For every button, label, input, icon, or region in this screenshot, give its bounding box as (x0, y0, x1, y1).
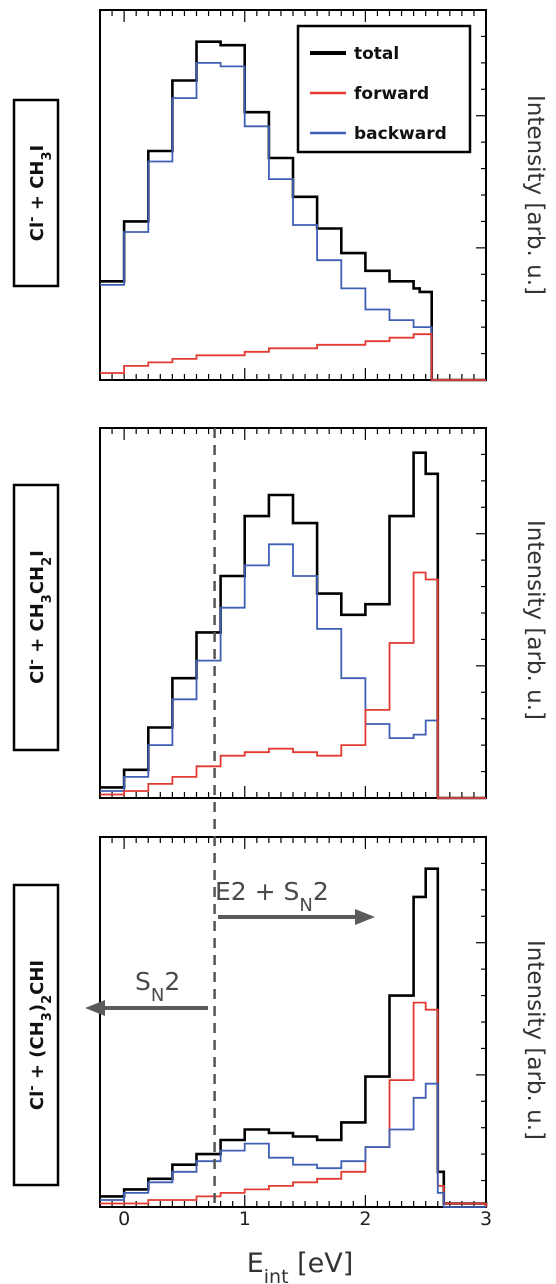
series-layer (100, 40, 488, 1208)
annot-right-prefix: E2 + S (215, 877, 299, 906)
reaction-2-sub2: 2 (40, 557, 55, 566)
xtick-label-2: 2 (359, 1208, 371, 1230)
xlabel-unit: [eV] (289, 1248, 354, 1279)
xlabel-sub: int (264, 1266, 289, 1284)
series-backward-panel-1 (100, 62, 486, 381)
svg-text:Cl- + CH3CH2I: Cl- + CH3CH2I (25, 550, 55, 684)
ylabel-panel-3: Intensity [arb. u.] (522, 940, 548, 1140)
annot-left-main: S (135, 967, 151, 996)
series-total-panel-3 (100, 867, 488, 1207)
reaction-label-panel-2: Cl- + CH3CH2I (12, 483, 60, 752)
series-forward-panel-3 (100, 1001, 487, 1207)
reaction-3-pre: Cl (27, 1091, 48, 1110)
reaction-1-sup: - (25, 216, 40, 221)
reaction-1-pre: Cl (27, 222, 48, 241)
svg-text:E2 + SN2: E2 + SN2 (215, 877, 329, 916)
legend-label-forward: forward (354, 84, 429, 104)
annot-right-tail: 2 (313, 877, 329, 906)
reaction-label-panel-3: Cl- + (CH3)2CHI (12, 883, 60, 1187)
reaction-3-sup: - (25, 1085, 40, 1090)
series-forward-panel-1 (100, 333, 486, 381)
arrow-left-head (85, 1000, 105, 1016)
annot-left-sub: N (151, 985, 164, 1006)
svg-text:Cl- + (CH3)2CHI: Cl- + (CH3)2CHI (25, 960, 55, 1110)
reaction-label-panel-1: Cl- + CH3I (12, 98, 60, 288)
xtick-label-0: 0 (118, 1208, 130, 1230)
reaction-3-sub1: 3 (40, 1012, 55, 1021)
reaction-3-post: + (CH (27, 1021, 48, 1085)
xtick-label-3: 3 (480, 1208, 492, 1230)
reaction-2-sup: - (25, 659, 40, 664)
xlabel-main: E (247, 1248, 264, 1279)
reaction-2-post: + CH (27, 603, 48, 659)
svg-text:SN2: SN2 (135, 967, 180, 1006)
reaction-3-tail: ) (27, 1004, 48, 1012)
minor-ticks (99, 9, 487, 1208)
series-forward-panel-2 (100, 571, 486, 799)
ylabel-panel-2: Intensity [arb. u.] (522, 520, 548, 720)
reaction-2-tail: CH (27, 566, 48, 594)
annotation-sn2: SN2 (85, 967, 208, 1016)
reaction-2-pre: Cl (27, 664, 48, 683)
reaction-2-tail2: I (27, 550, 48, 557)
x-tick-labels: 0 1 2 3 (118, 1208, 492, 1230)
annotation-e2-sn2: E2 + SN2 (215, 877, 375, 925)
legend-label-total: total (354, 44, 399, 64)
arrow-right-head (355, 909, 375, 925)
series-total-panel-2 (100, 451, 486, 800)
legend-label-backward: backward (354, 124, 447, 144)
reaction-1-sub1: 3 (40, 151, 55, 160)
reaction-3-tail2: CHI (27, 960, 48, 995)
annot-right-sub: N (299, 895, 312, 916)
xtick-label-1: 1 (239, 1208, 251, 1230)
reaction-3-sub2: 2 (40, 995, 55, 1004)
series-backward-panel-3 (100, 1082, 486, 1208)
x-axis-label: Eint [eV] (247, 1248, 354, 1284)
svg-text:Cl- + CH3I: Cl- + CH3I (25, 145, 55, 241)
panel-frame-2 (99, 427, 487, 799)
reaction-2-sub1: 3 (40, 594, 55, 603)
series-backward-panel-2 (100, 543, 486, 799)
reaction-1-tail: I (27, 145, 48, 152)
legend: total forward backward (296, 24, 472, 154)
reaction-1-post: + CH (27, 161, 48, 217)
annot-left-tail: 2 (164, 967, 180, 996)
ylabel-panel-1: Intensity [arb. u.] (522, 95, 548, 295)
